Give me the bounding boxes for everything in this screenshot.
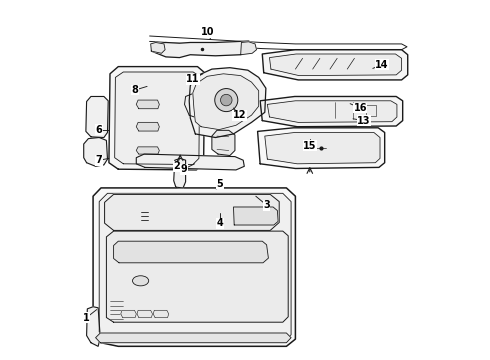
Polygon shape xyxy=(212,130,235,156)
Polygon shape xyxy=(115,72,199,165)
Polygon shape xyxy=(84,138,107,166)
Text: 1: 1 xyxy=(83,312,90,323)
Text: 14: 14 xyxy=(375,60,389,70)
Polygon shape xyxy=(136,100,159,109)
Polygon shape xyxy=(121,310,136,318)
Polygon shape xyxy=(93,188,295,346)
Polygon shape xyxy=(87,307,100,346)
Polygon shape xyxy=(258,128,385,168)
Text: 13: 13 xyxy=(357,116,370,126)
Polygon shape xyxy=(151,42,165,53)
Text: 4: 4 xyxy=(217,218,223,228)
Text: 16: 16 xyxy=(353,103,367,113)
Polygon shape xyxy=(137,310,152,318)
Text: 12: 12 xyxy=(233,110,246,120)
Polygon shape xyxy=(136,122,159,131)
Polygon shape xyxy=(136,147,159,154)
Polygon shape xyxy=(260,96,403,127)
Text: 5: 5 xyxy=(217,179,223,189)
Ellipse shape xyxy=(132,276,148,286)
Polygon shape xyxy=(106,231,288,322)
Polygon shape xyxy=(270,54,402,76)
Text: 10: 10 xyxy=(200,27,214,37)
Polygon shape xyxy=(86,96,108,138)
Polygon shape xyxy=(136,154,245,170)
Polygon shape xyxy=(268,101,397,122)
Text: 11: 11 xyxy=(186,74,199,84)
Text: 9: 9 xyxy=(180,164,187,174)
Text: 6: 6 xyxy=(96,125,102,135)
Polygon shape xyxy=(241,42,257,55)
Polygon shape xyxy=(109,67,205,170)
Circle shape xyxy=(220,94,232,106)
Polygon shape xyxy=(104,194,279,230)
Polygon shape xyxy=(174,158,186,188)
Text: 7: 7 xyxy=(96,155,102,165)
Polygon shape xyxy=(193,74,259,130)
Polygon shape xyxy=(99,193,291,342)
Polygon shape xyxy=(189,68,266,138)
Polygon shape xyxy=(233,207,278,225)
Polygon shape xyxy=(96,333,291,343)
Polygon shape xyxy=(151,41,255,58)
Polygon shape xyxy=(265,132,380,164)
Text: 2: 2 xyxy=(173,161,180,171)
Polygon shape xyxy=(185,94,201,118)
Polygon shape xyxy=(262,50,408,80)
Text: 3: 3 xyxy=(263,200,270,210)
Text: 8: 8 xyxy=(132,85,139,95)
Polygon shape xyxy=(153,310,169,318)
Polygon shape xyxy=(114,241,269,263)
Text: 15: 15 xyxy=(303,141,317,151)
Circle shape xyxy=(215,89,238,112)
